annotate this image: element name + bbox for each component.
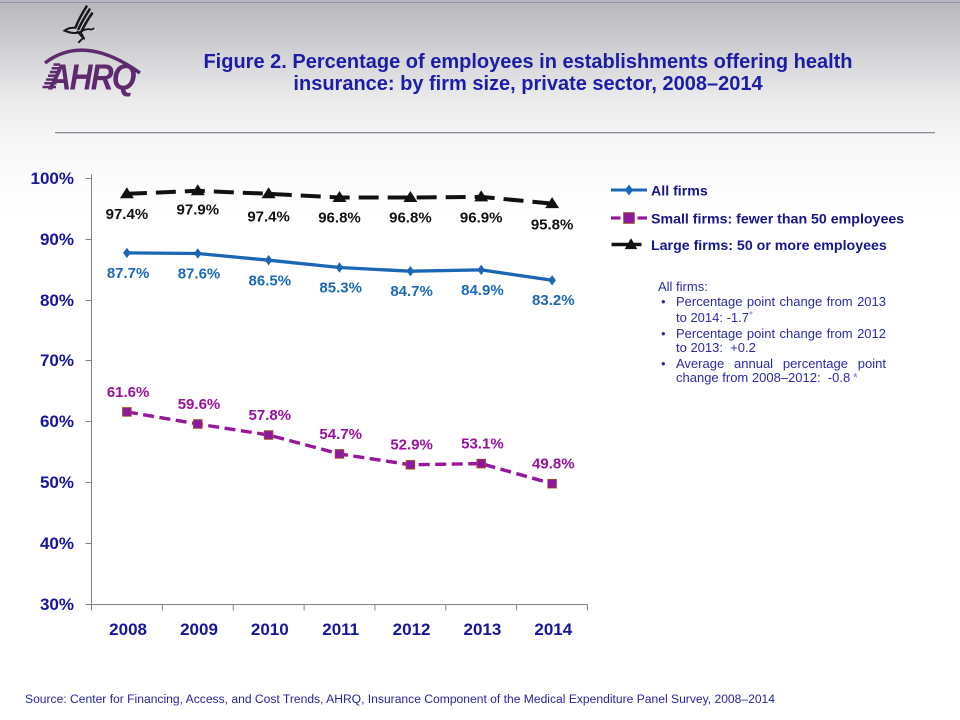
svg-text:84.7%: 84.7% xyxy=(390,283,433,300)
svg-text:2012: 2012 xyxy=(393,620,431,639)
svg-text:96.8%: 96.8% xyxy=(389,210,432,227)
svg-text:50%: 50% xyxy=(40,473,74,492)
svg-text:90%: 90% xyxy=(40,230,74,249)
svg-text:40%: 40% xyxy=(40,534,74,553)
svg-text:AHRQ: AHRQ xyxy=(48,58,137,98)
svg-text:95.8%: 95.8% xyxy=(531,217,574,234)
svg-text:Small firms: fewer than 50 emp: Small firms: fewer than 50 employees xyxy=(651,212,904,228)
svg-text:83.2%: 83.2% xyxy=(532,292,575,309)
svg-text:60%: 60% xyxy=(40,412,74,431)
svg-text:53.1%: 53.1% xyxy=(461,436,504,453)
svg-text:86.5%: 86.5% xyxy=(249,273,292,290)
svg-text:2011: 2011 xyxy=(322,620,359,639)
svg-text:Large firms: 50 or more employ: Large firms: 50 or more employees xyxy=(651,238,887,254)
svg-text:52.9%: 52.9% xyxy=(390,437,433,454)
svg-text:70%: 70% xyxy=(40,351,74,370)
svg-text:2014: 2014 xyxy=(534,620,572,639)
svg-text:57.8%: 57.8% xyxy=(249,407,292,424)
svg-text:80%: 80% xyxy=(40,291,74,310)
svg-text:84.9%: 84.9% xyxy=(461,282,504,299)
svg-text:96.8%: 96.8% xyxy=(318,210,361,227)
svg-text:2010: 2010 xyxy=(251,620,289,639)
svg-text:87.6%: 87.6% xyxy=(178,266,221,283)
svg-text:59.6%: 59.6% xyxy=(178,396,221,413)
svg-text:54.7%: 54.7% xyxy=(319,426,362,443)
svg-text:2008: 2008 xyxy=(109,620,147,639)
svg-text:97.4%: 97.4% xyxy=(247,209,290,226)
svg-text:61.6%: 61.6% xyxy=(107,384,150,401)
svg-text:97.4%: 97.4% xyxy=(106,206,149,223)
svg-text:97.9%: 97.9% xyxy=(177,202,220,219)
svg-text:All firms: All firms xyxy=(651,184,708,200)
svg-text:96.9%: 96.9% xyxy=(460,210,503,227)
svg-text:30%: 30% xyxy=(40,595,74,614)
svg-text:2013: 2013 xyxy=(463,620,501,639)
svg-text:49.8%: 49.8% xyxy=(532,456,575,473)
svg-text:87.7%: 87.7% xyxy=(107,265,150,282)
svg-text:85.3%: 85.3% xyxy=(319,280,362,297)
svg-text:100%: 100% xyxy=(31,169,74,188)
svg-text:2009: 2009 xyxy=(180,620,218,639)
